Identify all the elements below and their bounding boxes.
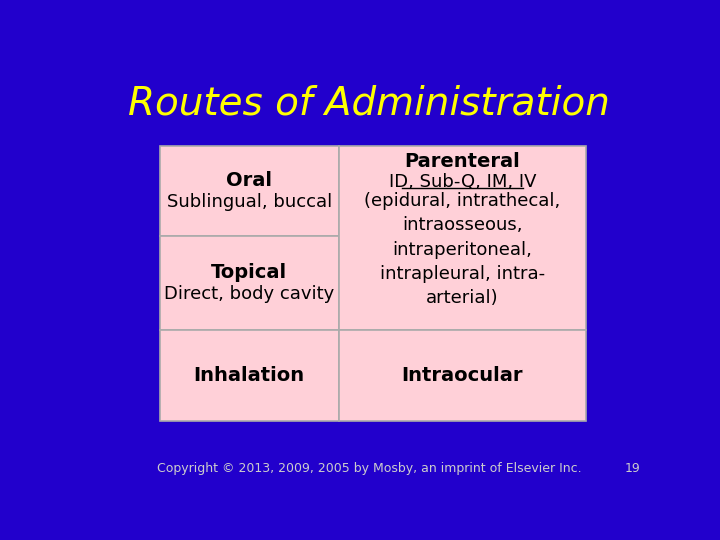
Text: Copyright © 2013, 2009, 2005 by Mosby, an imprint of Elsevier Inc.: Copyright © 2013, 2009, 2005 by Mosby, a…: [157, 462, 581, 475]
FancyBboxPatch shape: [160, 146, 339, 237]
FancyBboxPatch shape: [339, 146, 586, 330]
Text: 19: 19: [625, 462, 640, 475]
Text: Topical: Topical: [211, 263, 287, 282]
Text: Intraocular: Intraocular: [402, 366, 523, 384]
Text: Inhalation: Inhalation: [194, 366, 305, 384]
Text: (epidural, intrathecal,
intraosseous,
intraperitoneal,
intrapleural, intra-
arte: (epidural, intrathecal, intraosseous, in…: [364, 192, 560, 307]
Text: Oral: Oral: [226, 171, 272, 190]
Text: Sublingual, buccal: Sublingual, buccal: [166, 193, 332, 211]
FancyBboxPatch shape: [339, 330, 586, 421]
Text: Parenteral: Parenteral: [405, 152, 521, 171]
Text: Routes of Administration: Routes of Administration: [128, 84, 610, 122]
FancyBboxPatch shape: [160, 237, 339, 330]
Text: Direct, body cavity: Direct, body cavity: [164, 285, 334, 303]
FancyBboxPatch shape: [160, 330, 339, 421]
Text: ID, Sub-Q, IM, IV: ID, Sub-Q, IM, IV: [389, 173, 536, 191]
